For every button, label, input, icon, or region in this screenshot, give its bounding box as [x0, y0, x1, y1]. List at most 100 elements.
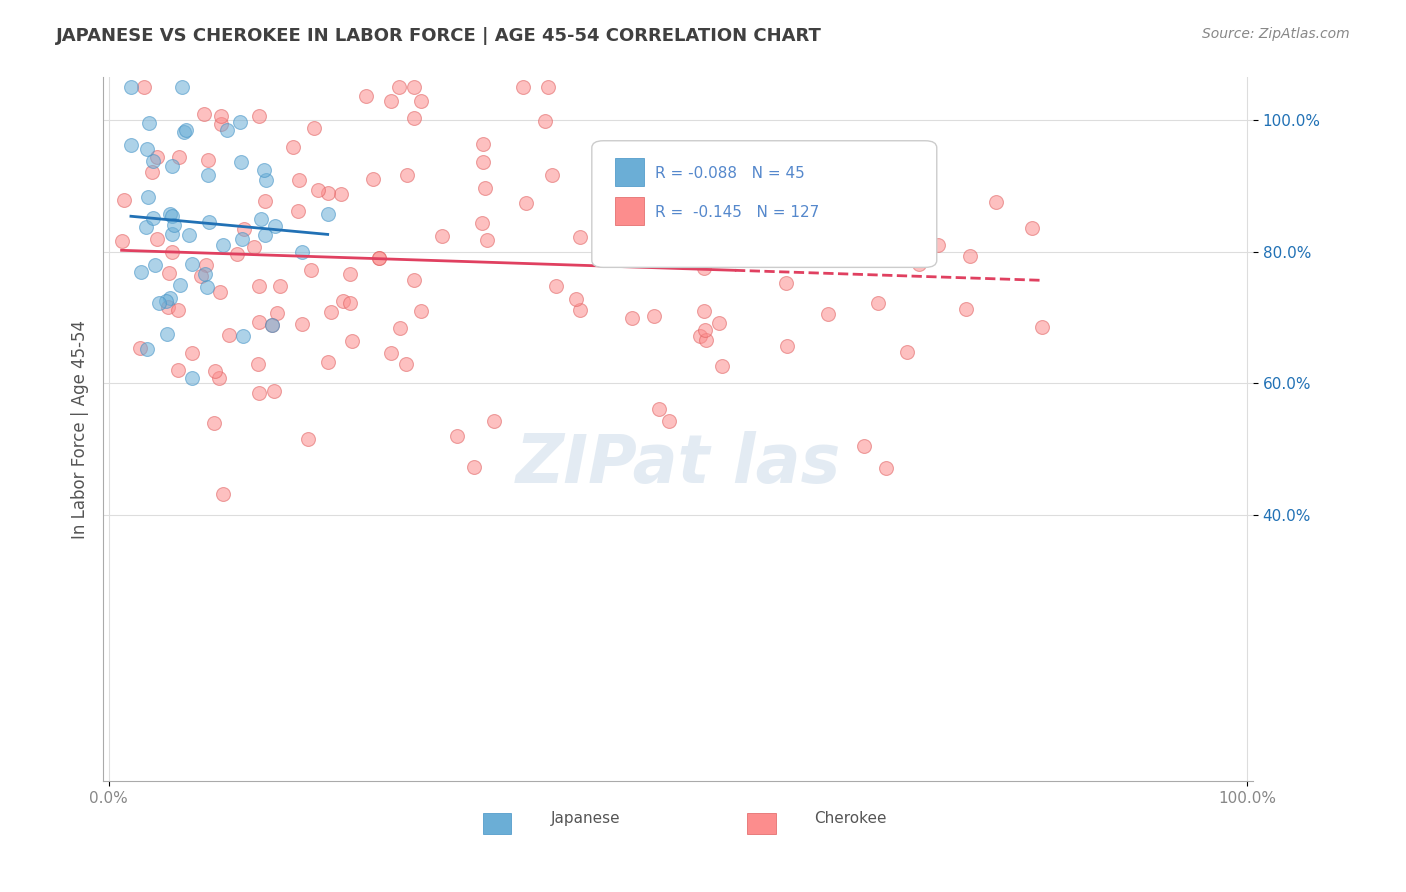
Point [247, 358, 270, 372]
Point [249, 315, 271, 329]
Point [247, 109, 270, 123]
Point [135, 220, 157, 235]
Point [546, 278, 568, 293]
Point [668, 250, 690, 264]
Point [621, 310, 644, 325]
Point [159, 291, 181, 305]
Point [110, 234, 132, 248]
Point [474, 181, 496, 195]
Point [533, 113, 555, 128]
Point [565, 292, 588, 306]
Point [475, 233, 498, 247]
Point [156, 326, 179, 341]
Point [225, 247, 247, 261]
Point [157, 267, 180, 281]
Point [254, 228, 277, 243]
Point [695, 333, 717, 347]
Point [155, 294, 177, 309]
Point [202, 416, 225, 430]
Point [316, 207, 339, 221]
Point [167, 362, 190, 376]
Point [307, 182, 329, 196]
Point [193, 107, 215, 121]
Point [598, 188, 620, 202]
Point [711, 359, 734, 374]
Point [839, 154, 862, 169]
Point [291, 317, 314, 331]
Point [817, 307, 839, 321]
Point [212, 487, 235, 501]
Text: ZIPat las: ZIPat las [516, 432, 841, 498]
Point [173, 125, 195, 139]
FancyBboxPatch shape [614, 159, 644, 186]
Point [409, 304, 432, 318]
Point [568, 303, 591, 318]
Point [725, 198, 748, 212]
Point [905, 246, 928, 260]
Point [269, 279, 291, 293]
Point [134, 80, 156, 95]
Point [129, 265, 152, 279]
Point [194, 258, 217, 272]
Point [380, 346, 402, 360]
Point [693, 260, 716, 275]
Point [231, 154, 253, 169]
Point [330, 186, 353, 201]
Point [138, 116, 160, 130]
Point [169, 278, 191, 293]
Point [446, 429, 468, 443]
Point [299, 262, 322, 277]
Point [212, 238, 235, 252]
Point [283, 140, 305, 154]
Point [129, 341, 152, 355]
Point [249, 212, 271, 227]
Point [472, 137, 495, 152]
Point [160, 210, 183, 224]
Text: R = -0.088   N = 45: R = -0.088 N = 45 [655, 166, 804, 181]
Point [204, 364, 226, 378]
Point [367, 252, 389, 266]
Point [643, 310, 665, 324]
Point [827, 233, 849, 247]
Point [141, 164, 163, 178]
Point [472, 154, 495, 169]
Point [112, 193, 135, 207]
Point [395, 357, 418, 371]
Point [959, 250, 981, 264]
Point [512, 80, 534, 95]
Point [907, 257, 929, 271]
Point [689, 329, 711, 343]
Point [160, 159, 183, 173]
Point [243, 240, 266, 254]
Point [389, 321, 412, 335]
Point [339, 267, 361, 281]
Point [136, 342, 159, 356]
Point [254, 172, 277, 186]
Point [166, 302, 188, 317]
Point [986, 194, 1008, 209]
Point [304, 121, 326, 136]
Point [262, 318, 284, 332]
Point [367, 252, 389, 266]
Point [955, 301, 977, 316]
Point [354, 88, 377, 103]
Point [851, 196, 873, 211]
Point [120, 138, 142, 153]
Point [167, 150, 190, 164]
Point [174, 122, 197, 136]
Point [229, 115, 252, 129]
Point [875, 460, 897, 475]
Point [266, 306, 288, 320]
Point [194, 268, 217, 282]
Point [291, 245, 314, 260]
Point [339, 296, 361, 310]
FancyBboxPatch shape [592, 141, 936, 268]
Point [232, 328, 254, 343]
Point [361, 172, 384, 186]
Point [287, 203, 309, 218]
Point [776, 339, 799, 353]
Point [316, 355, 339, 369]
Point [693, 304, 716, 318]
FancyBboxPatch shape [747, 813, 776, 834]
Point [208, 371, 231, 385]
